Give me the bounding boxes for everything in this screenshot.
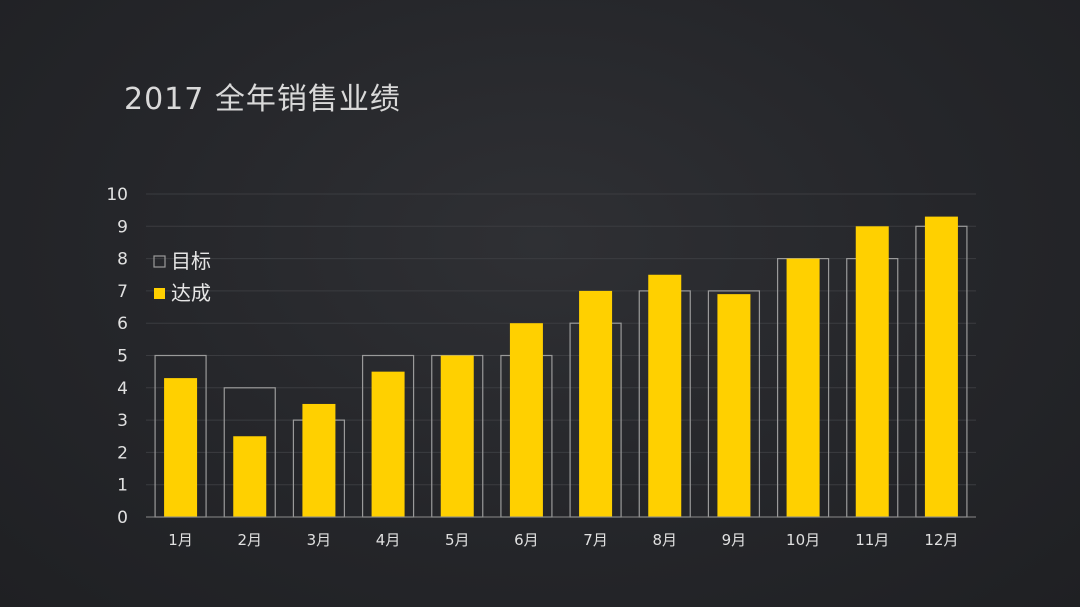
actual-bar[interactable] (440, 355, 474, 518)
actual-bar[interactable] (233, 436, 267, 517)
x-category-label: 6月 (514, 531, 539, 549)
actual-series (164, 216, 958, 518)
target-series (154, 225, 968, 518)
legend-label-target[interactable]: 目标 (171, 249, 211, 273)
actual-bar[interactable] (924, 216, 958, 518)
x-category-label: 1月 (168, 531, 193, 549)
legend-swatch-actual[interactable] (154, 288, 165, 299)
x-category-label: 4月 (376, 531, 401, 549)
y-tick-label: 6 (117, 314, 128, 334)
y-tick-label: 3 (117, 411, 128, 431)
x-category-label: 7月 (583, 531, 608, 549)
y-tick-label: 4 (117, 379, 128, 399)
x-category-label: 2月 (237, 531, 262, 549)
chart-title: 2017 全年销售业绩 (124, 82, 401, 117)
x-axis-labels: 1月 2月 3月 4月 5月 6月 7月 8月 9月 10月 11月 12月 (168, 531, 958, 549)
actual-bar[interactable] (164, 378, 198, 517)
x-category-label: 10月 (786, 531, 820, 549)
y-axis-ticks: 0 1 2 3 4 5 6 7 8 9 10 (106, 185, 128, 528)
y-tick-label: 2 (117, 443, 128, 463)
legend-label-actual[interactable]: 达成 (171, 281, 211, 305)
legend-swatch-target[interactable] (153, 255, 166, 268)
x-category-label: 8月 (652, 531, 677, 549)
y-tick-label: 1 (117, 476, 128, 496)
actual-bar[interactable] (786, 258, 820, 517)
actual-bar[interactable] (302, 403, 336, 517)
y-tick-label: 0 (117, 508, 128, 528)
y-tick-label: 9 (117, 217, 128, 237)
actual-bar[interactable] (371, 371, 405, 517)
x-category-label: 5月 (445, 531, 470, 549)
gridlines (146, 193, 976, 486)
y-tick-label: 5 (117, 347, 128, 367)
x-category-label: 12月 (924, 531, 958, 549)
actual-bar[interactable] (579, 290, 613, 517)
actual-bar[interactable] (855, 226, 889, 518)
x-category-label: 11月 (855, 531, 889, 549)
y-tick-label: 7 (117, 282, 128, 302)
y-tick-label: 8 (117, 250, 128, 270)
x-category-label: 9月 (722, 531, 747, 549)
y-tick-label: 10 (106, 185, 128, 205)
x-category-label: 3月 (307, 531, 332, 549)
actual-bar[interactable] (509, 323, 543, 517)
legend: 目标 达成 (153, 249, 211, 305)
actual-bar[interactable] (717, 294, 751, 517)
actual-bar[interactable] (648, 274, 682, 517)
